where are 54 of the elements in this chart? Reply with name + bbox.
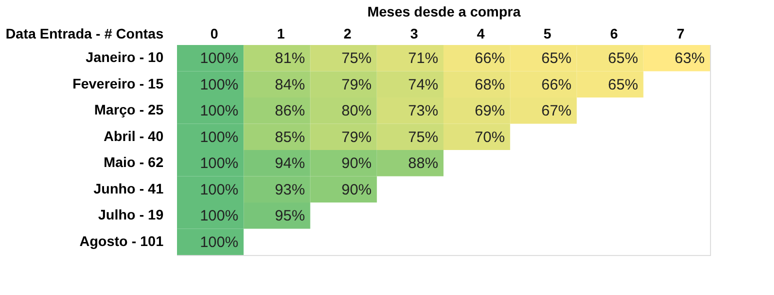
data-label: 100% bbox=[200, 234, 238, 251]
data-label: 88% bbox=[408, 155, 438, 172]
x-tick-label: 1 bbox=[276, 26, 285, 42]
data-label: 100% bbox=[200, 181, 238, 198]
data-label: 80% bbox=[342, 102, 372, 120]
x-tick-label: 7 bbox=[676, 26, 685, 42]
data-label: 65% bbox=[541, 50, 572, 68]
data-label: 66% bbox=[474, 50, 505, 68]
data-label: 74% bbox=[408, 76, 438, 94]
y-tick-label: Agosto - 101 bbox=[79, 232, 164, 249]
y-tick-label: Maio - 62 bbox=[104, 154, 164, 170]
y-tick-label: Julho - 19 bbox=[98, 206, 164, 223]
data-label: 100% bbox=[200, 50, 238, 68]
data-label: 70% bbox=[474, 128, 505, 146]
x-tick-label: 6 bbox=[610, 26, 618, 42]
data-label: 86% bbox=[274, 102, 305, 120]
x-tick-label: 0 bbox=[210, 26, 218, 42]
data-label: 93% bbox=[274, 181, 305, 198]
data-label: 84% bbox=[274, 76, 305, 94]
x-tick-label: 3 bbox=[410, 26, 418, 42]
data-label: 79% bbox=[342, 76, 372, 94]
y-tick-label: Abril - 40 bbox=[104, 128, 164, 144]
data-label: 75% bbox=[342, 50, 372, 68]
data-label: 94% bbox=[274, 155, 305, 172]
data-label: 69% bbox=[474, 102, 505, 120]
y-tick-label: Fevereiro - 15 bbox=[72, 75, 164, 92]
data-label: 73% bbox=[408, 102, 438, 120]
data-label: 75% bbox=[408, 128, 438, 146]
data-label: 68% bbox=[474, 76, 505, 94]
data-label: 65% bbox=[608, 50, 638, 68]
y-tick-label: Março - 25 bbox=[94, 102, 164, 118]
x-tick-label: 5 bbox=[543, 26, 552, 42]
x-tick-label: 4 bbox=[476, 26, 485, 42]
data-label: 85% bbox=[274, 128, 305, 146]
data-label: 100% bbox=[200, 76, 238, 94]
data-label: 90% bbox=[342, 181, 372, 198]
y-tick-label: Junho - 41 bbox=[93, 180, 164, 196]
data-label: 67% bbox=[541, 102, 572, 120]
data-label: 65% bbox=[608, 76, 638, 94]
y-tick-label: Janeiro - 10 bbox=[86, 49, 164, 66]
data-label: 81% bbox=[274, 50, 305, 68]
data-label: 100% bbox=[200, 155, 238, 172]
data-label: 100% bbox=[200, 102, 238, 120]
data-label: 63% bbox=[674, 50, 705, 68]
y-axis-title: Data Entrada - # Contas bbox=[6, 26, 164, 42]
x-axis-title: Meses desde a compra bbox=[367, 4, 521, 20]
data-label: 79% bbox=[342, 128, 372, 146]
data-label: 66% bbox=[541, 76, 572, 94]
data-label: 71% bbox=[408, 50, 438, 68]
data-label: 100% bbox=[200, 128, 238, 146]
data-label: 100% bbox=[200, 208, 238, 225]
data-label: 95% bbox=[274, 208, 305, 225]
data-label: 90% bbox=[342, 155, 372, 172]
x-tick-label: 2 bbox=[344, 26, 352, 42]
